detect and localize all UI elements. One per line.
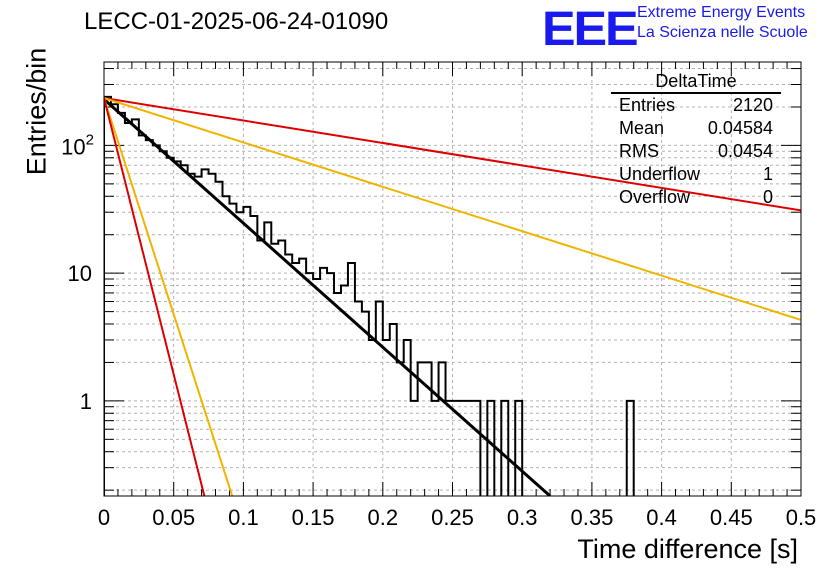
stats-value: 0 <box>762 187 773 207</box>
x-tick-label: 0.45 <box>710 505 753 530</box>
stats-label: Underflow <box>619 164 701 184</box>
reference-line <box>104 97 206 496</box>
fit-line <box>104 98 552 496</box>
reference-line <box>104 97 801 212</box>
plot-title: LECC-01-2025-06-24-01090 <box>84 8 389 35</box>
stats-label: Mean <box>619 118 665 138</box>
stats-label: Entries <box>619 95 676 115</box>
stats-row: RMS 0.0454 <box>611 140 781 163</box>
stats-row: Underflow 1 <box>611 163 781 186</box>
x-tick-label: 0.3 <box>507 505 538 530</box>
x-tick-label: 0.05 <box>152 505 195 530</box>
stats-row: Overflow 0 <box>611 186 781 209</box>
stats-value: 2120 <box>732 95 773 115</box>
eee-logo: EEE <box>542 3 639 56</box>
y-tick-label: 102 <box>61 131 94 159</box>
plot-frame <box>103 61 802 497</box>
y-axis-title: Entries/bin <box>21 47 52 176</box>
x-tick-label: 0.25 <box>431 505 474 530</box>
stats-value: 0.04584 <box>707 118 773 138</box>
x-tick-label: 0.2 <box>368 505 399 530</box>
x-tick-label: 0 <box>98 505 110 530</box>
tick-labels: 0 0.05 0.1 0.15 0.2 0.25 0.3 0.35 0.4 0.45 0.51101… <box>61 131 816 530</box>
stats-value: 0.0454 <box>717 141 773 161</box>
y-tick-label-exponent: 2 <box>86 131 94 148</box>
stats-row: Mean 0.04584 <box>611 117 781 140</box>
stats-value: 1 <box>762 164 773 184</box>
x-tick-label: 0.5 <box>786 505 817 530</box>
stats-row: Entries 2120 <box>611 94 781 117</box>
reference-line <box>104 97 801 321</box>
stats-box: DeltaTime Entries 2120 Mean 0.04584 RMS 0.0… <box>611 70 781 209</box>
x-tick-label: 0.4 <box>646 505 677 530</box>
y-tick-label-base: 10 <box>61 134 85 159</box>
stats-label: RMS <box>619 141 659 161</box>
stats-name: DeltaTime <box>611 70 781 94</box>
logo-line-1: Extreme Energy Events <box>637 4 806 21</box>
stats-label: Overflow <box>619 187 691 207</box>
x-tick-label: 0.35 <box>570 505 613 530</box>
x-axis-title: Time difference [s] <box>577 534 798 564</box>
logo-line-2: La Scienza nelle Scuole <box>637 24 808 41</box>
x-tick-label: 0.1 <box>228 505 259 530</box>
reference-line <box>104 97 234 496</box>
axis-ticks <box>103 62 802 496</box>
fit-lines-layer <box>104 97 801 496</box>
x-tick-label: 0.15 <box>292 505 335 530</box>
y-tick-label: 10 <box>68 261 92 286</box>
y-tick-label: 1 <box>80 389 92 414</box>
